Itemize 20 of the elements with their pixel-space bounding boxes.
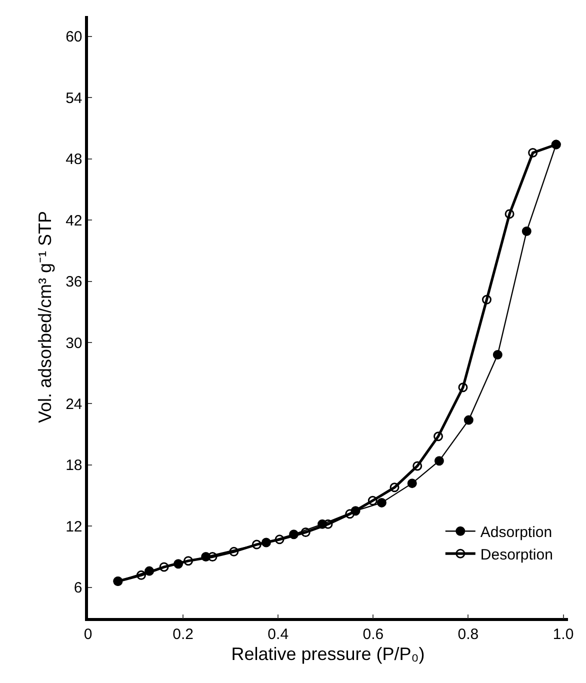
x-tick-label: 0.6 <box>362 626 384 643</box>
x-tick-label: 0.4 <box>268 626 289 643</box>
y-tick-label: 6 <box>74 580 82 597</box>
y-tick-label: 24 <box>66 396 82 413</box>
legend-label: Adsorption <box>480 524 552 541</box>
y-tick-label: 60 <box>66 28 82 46</box>
x-tick-label: 0 <box>84 626 92 643</box>
x-tick-label: 1.0 <box>552 626 574 643</box>
y-tick-label: 30 <box>66 334 82 352</box>
legend-label: Desorption <box>480 546 553 564</box>
y-tick-label: 12 <box>66 518 82 536</box>
y-tick-label: 18 <box>66 457 82 474</box>
y-tick-label: 48 <box>66 151 82 168</box>
x-tick-label: 0.8 <box>458 626 479 643</box>
y-axis-title: Vol. adsorbed/cm³ g⁻¹ STP <box>34 210 55 424</box>
y-tick-label: 54 <box>66 90 82 107</box>
x-axis-title: Relative pressure (P/P₀) <box>231 644 425 664</box>
x-tick-label: 0.2 <box>172 626 194 643</box>
y-tick-label: 42 <box>66 212 82 230</box>
y-tick-label: 36 <box>66 274 82 291</box>
